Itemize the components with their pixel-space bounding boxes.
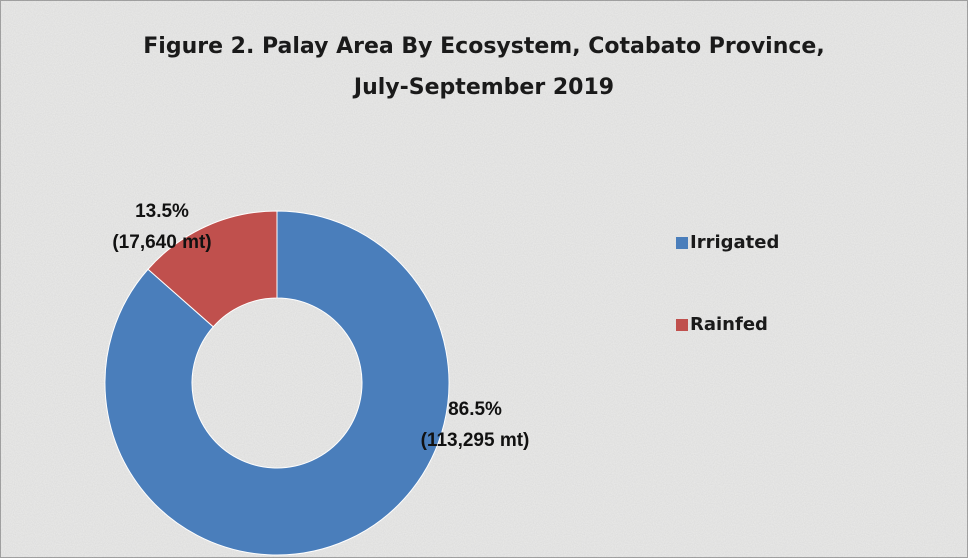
data-label: 13.5% (135, 201, 189, 222)
chart-subtitle: July-September 2019 (352, 75, 614, 100)
legend-swatch (676, 319, 688, 331)
data-label: 86.5% (448, 399, 502, 420)
legend-swatch (676, 237, 688, 249)
donut-segment (147, 210, 278, 328)
legend-label: Rainfed (690, 314, 768, 335)
data-label-amount: (17,640 mt) (112, 232, 211, 253)
chart-title: Figure 2. Palay Area By Ecosystem, Cotab… (143, 34, 824, 59)
donut-segment (104, 210, 450, 556)
legend-label: Irrigated (690, 232, 779, 253)
data-label-amount: (113,295 mt) (421, 430, 530, 451)
